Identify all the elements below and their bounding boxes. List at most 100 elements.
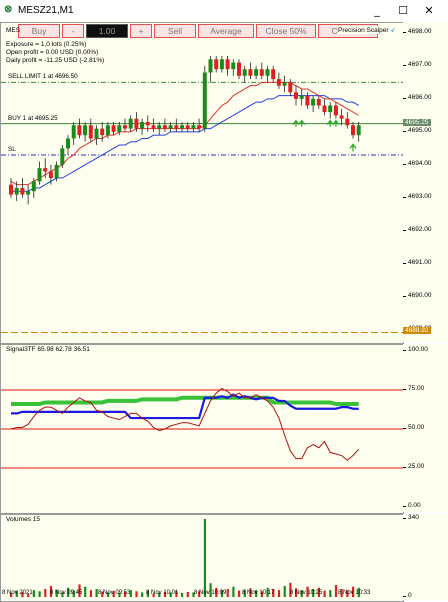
volume-bar [10, 592, 13, 597]
candle-body [117, 125, 122, 132]
volume-bar [215, 587, 218, 597]
buy-order-label: BUY 1 at 4695.25 [8, 114, 58, 122]
price-tick: 4692.00 [403, 226, 432, 233]
time-tick: 8 Nov 09:53 [98, 590, 131, 596]
buy-signal-arrow-icon [349, 143, 357, 152]
volume-bar [101, 591, 104, 597]
candle-body [9, 184, 13, 195]
volume-bar [124, 591, 127, 597]
lot-increase-button[interactable]: + [130, 24, 152, 38]
candle-body [94, 128, 99, 139]
volume-bar [186, 591, 189, 597]
candle-body [168, 125, 173, 129]
volume-bar [260, 591, 263, 597]
volume-bar [220, 590, 224, 597]
buy-button[interactable]: Buy [18, 24, 60, 38]
volume-bar [67, 587, 70, 597]
volume-bar [181, 592, 184, 597]
candle-body [225, 59, 230, 70]
volume-bar [163, 591, 167, 597]
stop-loss-label: SL [8, 145, 16, 153]
time-tick: 8 Nov 2021 [2, 590, 33, 596]
candle-body [328, 105, 333, 113]
close-button[interactable]: ✕ [424, 4, 434, 17]
candle-body [311, 98, 316, 106]
scalper-tool-label: Precision Scalper ➶ [338, 26, 396, 34]
time-tick: 8 Nov 10:25 [290, 590, 323, 596]
lot-size-input[interactable]: 1.00 [86, 24, 128, 38]
candle-body [316, 98, 321, 106]
volume-bar [118, 592, 121, 597]
volume-bar [232, 586, 235, 597]
price-tick: 4691.00 [403, 259, 432, 266]
buy-signal-arrow-icon [326, 119, 334, 127]
volume-bar [203, 519, 206, 597]
candle-body [20, 187, 25, 195]
signal-tick: 75.00 [403, 385, 424, 392]
volume-bar [238, 590, 241, 597]
exposure-text: Exposure = 1.0 lots (0.25%) [6, 41, 87, 48]
volume-bar [249, 588, 252, 597]
volume-bar [255, 590, 258, 597]
buy-signal-arrow-icon [298, 119, 306, 127]
average-button[interactable]: Average [198, 24, 254, 38]
candle-body [345, 118, 350, 126]
candle-body [145, 121, 150, 126]
window-titlebar: ⊗ MESZ21,M1 _ ☐ ✕ [0, 0, 448, 23]
volume-bar [306, 586, 309, 597]
volume-panel[interactable] [0, 514, 404, 602]
sell-button[interactable]: Sell [154, 24, 196, 38]
volume-bar [295, 588, 298, 597]
volume-bar [312, 588, 315, 597]
candle-body [208, 59, 213, 73]
candle-body [157, 125, 162, 129]
price-tick: 4690.00 [403, 292, 432, 299]
candle-body [77, 125, 82, 136]
volume-tick: 0 [403, 592, 412, 599]
candle-body [242, 69, 247, 76]
volume-tick: 340 [403, 514, 419, 521]
candle-body [202, 72, 207, 129]
time-tick: 8 Nov 10:09 [194, 590, 227, 596]
time-tick: 8 Nov 10:33 [338, 590, 371, 596]
candle-body [259, 69, 264, 76]
candle-body [356, 125, 361, 136]
minimize-button[interactable]: _ [374, 4, 380, 17]
candle-body [14, 187, 19, 195]
volume-bar [272, 588, 275, 597]
candle-body [88, 125, 93, 139]
volume-bar [49, 585, 53, 597]
candle-body [271, 69, 276, 80]
candle-body [237, 62, 241, 76]
volume-bar [300, 590, 303, 597]
price-tick: 4697.00 [403, 61, 432, 68]
volume-bar [44, 588, 47, 597]
price-chart [1, 55, 403, 333]
volume-bar [135, 591, 138, 597]
signal-indicator-panel[interactable] [0, 344, 404, 514]
price-chart-panel[interactable] [0, 22, 404, 344]
signal-red-line [10, 387, 360, 461]
account-info: Exposure = 1.0 lots (0.25%) Open profit … [6, 41, 104, 65]
candle-body [151, 125, 156, 129]
volume-bar [112, 591, 115, 597]
buy-signal-arrow-icon [332, 119, 340, 127]
volume-title: Volumes 15 [6, 516, 40, 523]
volume-bar [169, 592, 172, 597]
candle-body [276, 79, 281, 86]
candle-body [339, 115, 344, 119]
volume-bar [158, 592, 161, 597]
volume-bar [27, 593, 30, 597]
candle-body [43, 168, 48, 172]
volume-bar [226, 588, 229, 597]
time-tick: 8 Nov 10:17 [242, 590, 275, 596]
signal-axis: 100.00 75.00 50.00 25.00 0.00 [403, 344, 448, 512]
close-50-button[interactable]: Close 50% [256, 24, 316, 38]
lot-decrease-button[interactable]: - [62, 24, 84, 38]
volume-bar [266, 587, 269, 597]
price-axis: 4698.00 4697.00 4696.00 4695.00 4694.00 4693.… [403, 22, 448, 342]
maximize-button[interactable]: ☐ [398, 4, 408, 17]
volume-bar [89, 590, 92, 597]
candle-body [333, 105, 338, 116]
candle-body [123, 125, 127, 129]
